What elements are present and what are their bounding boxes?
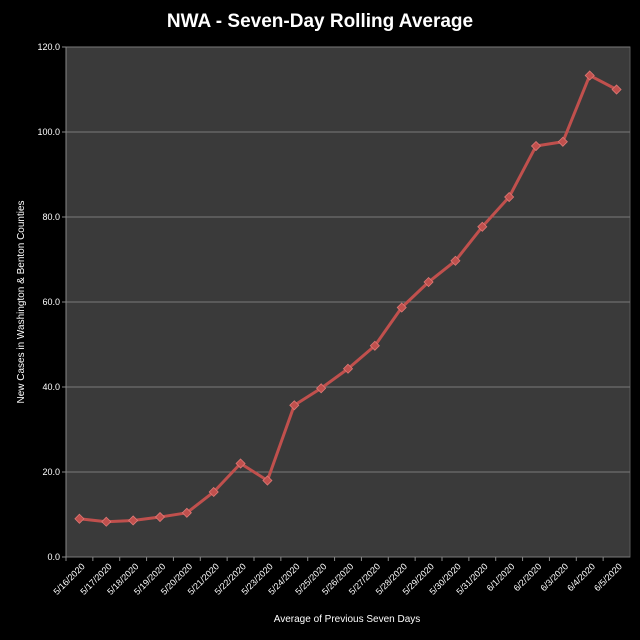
y-axis-label: New Cases in Washington & Benton Countie… — [16, 200, 27, 403]
data-point-marker — [396, 302, 407, 313]
data-point-marker — [128, 515, 139, 526]
data-point-marker — [450, 255, 461, 266]
data-point-marker — [262, 475, 273, 486]
y-tick-label: 100.0 — [37, 127, 60, 137]
y-axis-tick-labels: 0.0 20.0 40.0 60.0 80.0 100.0 120.0 — [37, 42, 60, 562]
series-markers — [74, 70, 622, 527]
data-point-marker — [584, 70, 595, 81]
y-tick-label: 40.0 — [42, 382, 60, 392]
data-point-marker — [208, 486, 219, 498]
x-axis-label: Average of Previous Seven Days — [274, 614, 421, 625]
data-point-marker — [530, 140, 542, 152]
data-point-marker — [369, 340, 380, 351]
data-point-marker — [557, 136, 568, 147]
data-point-marker — [101, 516, 112, 527]
gridlines — [62, 46, 630, 558]
data-point-marker — [154, 511, 166, 523]
y-tick-label: 0.0 — [47, 552, 60, 562]
data-point-marker — [611, 84, 622, 95]
y-tick-label: 120.0 — [37, 42, 60, 52]
data-point-marker — [316, 383, 327, 394]
data-point-marker — [289, 400, 300, 411]
y-tick-label: 60.0 — [42, 297, 60, 307]
chart-title: NWA - Seven-Day Rolling Average — [167, 11, 473, 32]
data-point-marker — [342, 363, 354, 374]
data-point-marker — [235, 458, 246, 469]
data-point-marker — [477, 221, 488, 232]
y-tick-label: 80.0 — [42, 212, 60, 222]
y-tick-label: 20.0 — [42, 467, 60, 477]
data-point-marker — [504, 191, 515, 203]
data-point-marker — [74, 513, 85, 524]
data-point-marker — [423, 276, 434, 288]
data-point-marker — [181, 507, 192, 518]
